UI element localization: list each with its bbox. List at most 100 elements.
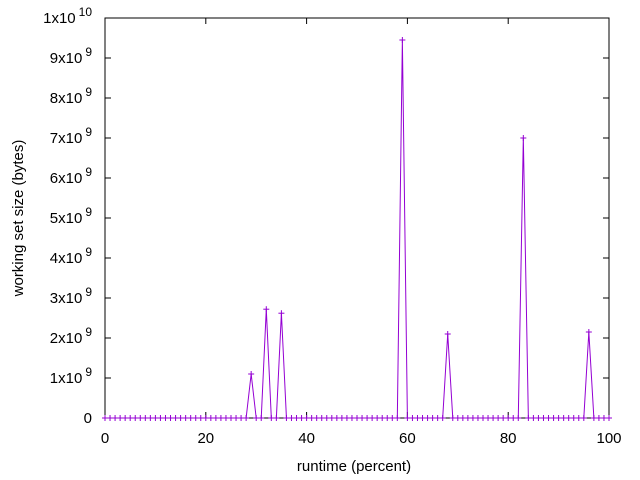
data-point-marker [606,415,612,421]
data-point-marker [404,415,411,421]
data-point-marker [444,331,451,337]
data-point-marker [565,415,572,421]
data-point-marker [248,371,255,377]
x-tick-label: 20 [197,430,214,447]
data-point-marker [439,415,446,421]
data-point-marker [555,415,562,421]
data-point-marker [434,415,441,421]
data-point-marker [323,415,330,421]
data-point-marker [464,415,471,421]
data-point-marker [535,415,542,421]
data-point-marker [132,415,139,421]
x-tick-label: 0 [101,430,109,447]
data-point-marker [192,415,199,421]
data-point-marker [364,415,371,421]
data-point-marker [389,415,396,421]
data-point-marker [424,415,431,421]
data-point-marker [399,37,406,43]
y-tick-label: 9x10 9 [50,45,93,67]
data-point-marker [197,415,204,421]
data-point-marker [530,415,537,421]
data-point-marker [268,415,275,421]
data-point-marker [182,415,189,421]
data-point-marker [505,415,512,421]
data-point-marker [328,415,335,421]
data-point-marker [283,415,290,421]
data-point-marker [217,415,224,421]
data-point-marker [273,415,280,421]
data-point-marker [122,415,129,421]
data-point-marker [212,415,219,421]
data-point-marker [313,415,320,421]
data-point-marker [414,415,421,421]
data-point-marker [127,415,134,421]
data-point-marker [585,329,592,335]
data-point-marker [308,415,315,421]
y-axis-ticks: 0 1x10 9 2x10 9 3x10 9 4x10 9 5x10 9 6x10 9 7x10 9 8x10… [43,5,609,427]
data-point-marker [112,415,119,421]
data-point-marker [288,415,295,421]
data-point-marker [550,415,557,421]
data-point-marker [575,415,582,421]
data-point-marker [449,415,456,421]
data-point-marker [459,415,466,421]
data-point-marker [595,415,602,421]
data-point-marker [510,415,517,421]
plot-frame [104,17,610,419]
data-point-marker [409,415,416,421]
x-tick-label: 40 [298,430,315,447]
data-point-marker [485,415,492,421]
data-point-marker [298,415,305,421]
plot-border [104,17,610,419]
data-point-marker [545,415,552,421]
data-point-marker [469,415,476,421]
data-point-marker [222,415,229,421]
data-point-marker [560,415,567,421]
data-point-marker [172,415,179,421]
data-point-marker [384,415,391,421]
data-point-marker [293,415,300,421]
data-point-marker [142,415,149,421]
data-point-marker [258,415,265,421]
data-point-marker [374,415,381,421]
data-point-marker [495,415,502,421]
data-point-marker [253,415,260,421]
data-point-marker [600,415,607,421]
data-point-marker [107,415,114,421]
y-tick-label: 8x10 9 [50,85,93,107]
x-tick-label: 100 [596,430,621,447]
data-point-marker [318,415,325,421]
data-point-marker [343,415,350,421]
series-line [105,39,609,419]
data-point-marker [379,415,386,421]
x-tick-label: 80 [500,430,517,447]
x-axis-title: runtime (percent) [297,458,411,475]
data-point-marker [102,415,108,421]
data-point-marker [359,415,366,421]
data-point-marker [278,310,285,317]
data-point-marker [520,135,527,141]
data-point-marker [303,415,310,421]
data-point-marker [570,415,577,421]
series-layer [102,37,612,421]
data-point-marker [177,415,184,421]
y-tick-label: 1x10 10 [43,5,92,27]
data-point-marker [580,415,587,421]
x-axis-ticks: 0 20 40 60 80 100 [101,18,622,447]
data-point-marker [187,415,194,421]
y-tick-label: 0 [84,410,92,427]
y-tick-label: 6x10 9 [50,165,93,187]
y-tick-label: 5x10 9 [50,205,93,227]
data-point-marker [454,415,461,421]
y-tick-label: 1x10 9 [50,365,93,387]
data-point-marker [147,415,154,421]
y-tick-label: 4x10 9 [50,245,93,267]
data-point-marker [540,415,547,421]
data-point-marker [238,415,245,421]
data-point-marker [333,415,340,421]
data-point-marker [419,415,426,421]
data-point-marker [243,415,250,421]
data-point-marker [394,415,401,421]
data-point-marker [233,415,240,421]
data-point-marker [202,415,209,421]
